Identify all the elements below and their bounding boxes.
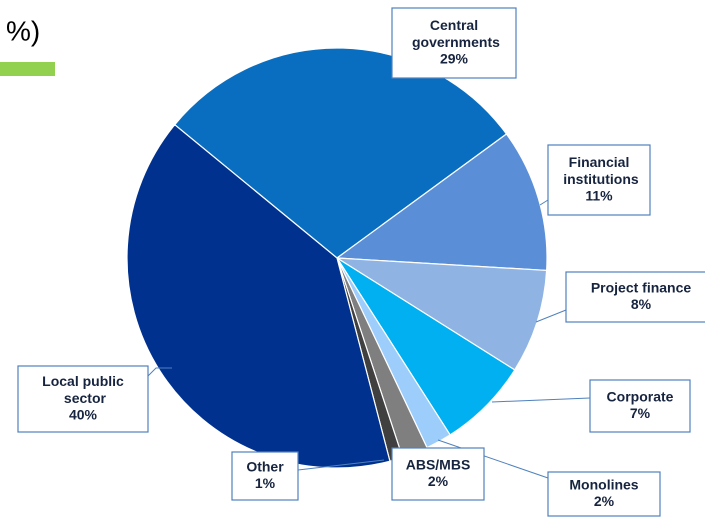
label-box bbox=[17, 365, 149, 433]
label-box bbox=[391, 7, 517, 79]
slice-label: Corporate bbox=[607, 388, 674, 404]
slice-value-label: 11% bbox=[585, 188, 613, 204]
slice-label: Financial institutions bbox=[559, 154, 639, 187]
chart-title: %) bbox=[6, 15, 40, 46]
slice-value-label: 7% bbox=[630, 405, 651, 421]
slice-label: Monolines bbox=[569, 476, 638, 492]
label-box bbox=[589, 379, 691, 433]
title-underline bbox=[0, 62, 55, 76]
leader-line bbox=[491, 397, 591, 403]
slice-value-label: 1% bbox=[255, 475, 276, 491]
slice-label: Local public sector bbox=[42, 373, 124, 406]
slice-value-label: 8% bbox=[631, 296, 652, 312]
label-box bbox=[231, 451, 299, 501]
pie-slice bbox=[335, 133, 548, 272]
slice-value-label: 2% bbox=[428, 473, 449, 489]
slice-label: Project finance bbox=[591, 279, 692, 295]
slice-label: Other bbox=[246, 458, 284, 474]
slice-value-label: 40% bbox=[69, 407, 98, 423]
slice-value-label: 2% bbox=[594, 493, 615, 509]
leader-line bbox=[535, 309, 567, 323]
label-box bbox=[547, 471, 661, 517]
label-box bbox=[391, 447, 485, 501]
label-box bbox=[547, 144, 651, 216]
leader-line bbox=[147, 367, 172, 377]
label-box bbox=[565, 271, 705, 323]
pie-slice bbox=[173, 47, 508, 259]
slice-label: ABS/MBS bbox=[406, 456, 471, 472]
leader-line bbox=[437, 439, 549, 479]
slice-value-label: 29% bbox=[440, 51, 469, 67]
leader-line bbox=[539, 199, 549, 206]
leader-line bbox=[297, 459, 385, 471]
slice-label: Central governments bbox=[408, 17, 500, 50]
